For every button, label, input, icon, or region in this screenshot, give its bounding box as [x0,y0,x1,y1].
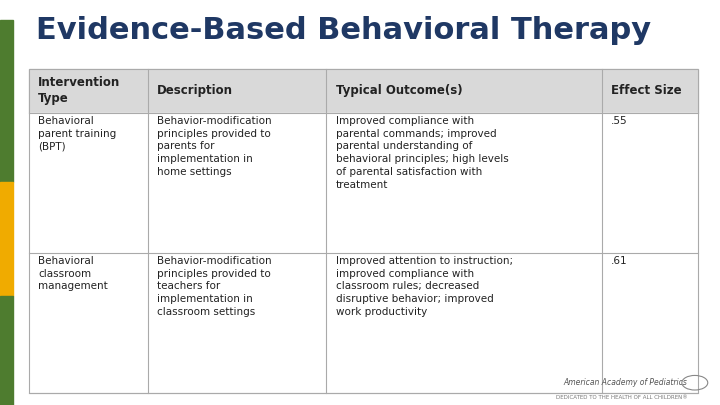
Text: Behavior-modification
principles provided to
parents for
implementation in
home : Behavior-modification principles provide… [157,116,272,177]
Text: Evidence-Based Behavioral Therapy: Evidence-Based Behavioral Therapy [36,16,651,45]
Text: American Academy of Pediatrics: American Academy of Pediatrics [564,378,688,387]
Text: Typical Outcome(s): Typical Outcome(s) [336,84,462,97]
Text: Improved attention to instruction;
improved compliance with
classroom rules; dec: Improved attention to instruction; impro… [336,256,513,317]
Text: Behavioral
classroom
management: Behavioral classroom management [38,256,108,292]
Text: Effect Size: Effect Size [611,84,682,97]
Bar [0,182,13,296]
Bar [0,20,13,182]
Text: .55: .55 [611,116,628,126]
Text: DEDICATED TO THE HEALTH OF ALL CHILDREN®: DEDICATED TO THE HEALTH OF ALL CHILDREN® [556,395,688,400]
Bar [0,296,13,405]
Text: Intervention
Type: Intervention Type [38,76,120,105]
Text: Improved compliance with
parental commands; improved
parental understanding of
b: Improved compliance with parental comman… [336,116,508,190]
Text: Behavioral
parent training
(BPT): Behavioral parent training (BPT) [38,116,117,151]
Text: Description: Description [157,84,233,97]
Text: .61: .61 [611,256,628,266]
Text: Behavior-modification
principles provided to
teachers for
implementation in
clas: Behavior-modification principles provide… [157,256,272,317]
